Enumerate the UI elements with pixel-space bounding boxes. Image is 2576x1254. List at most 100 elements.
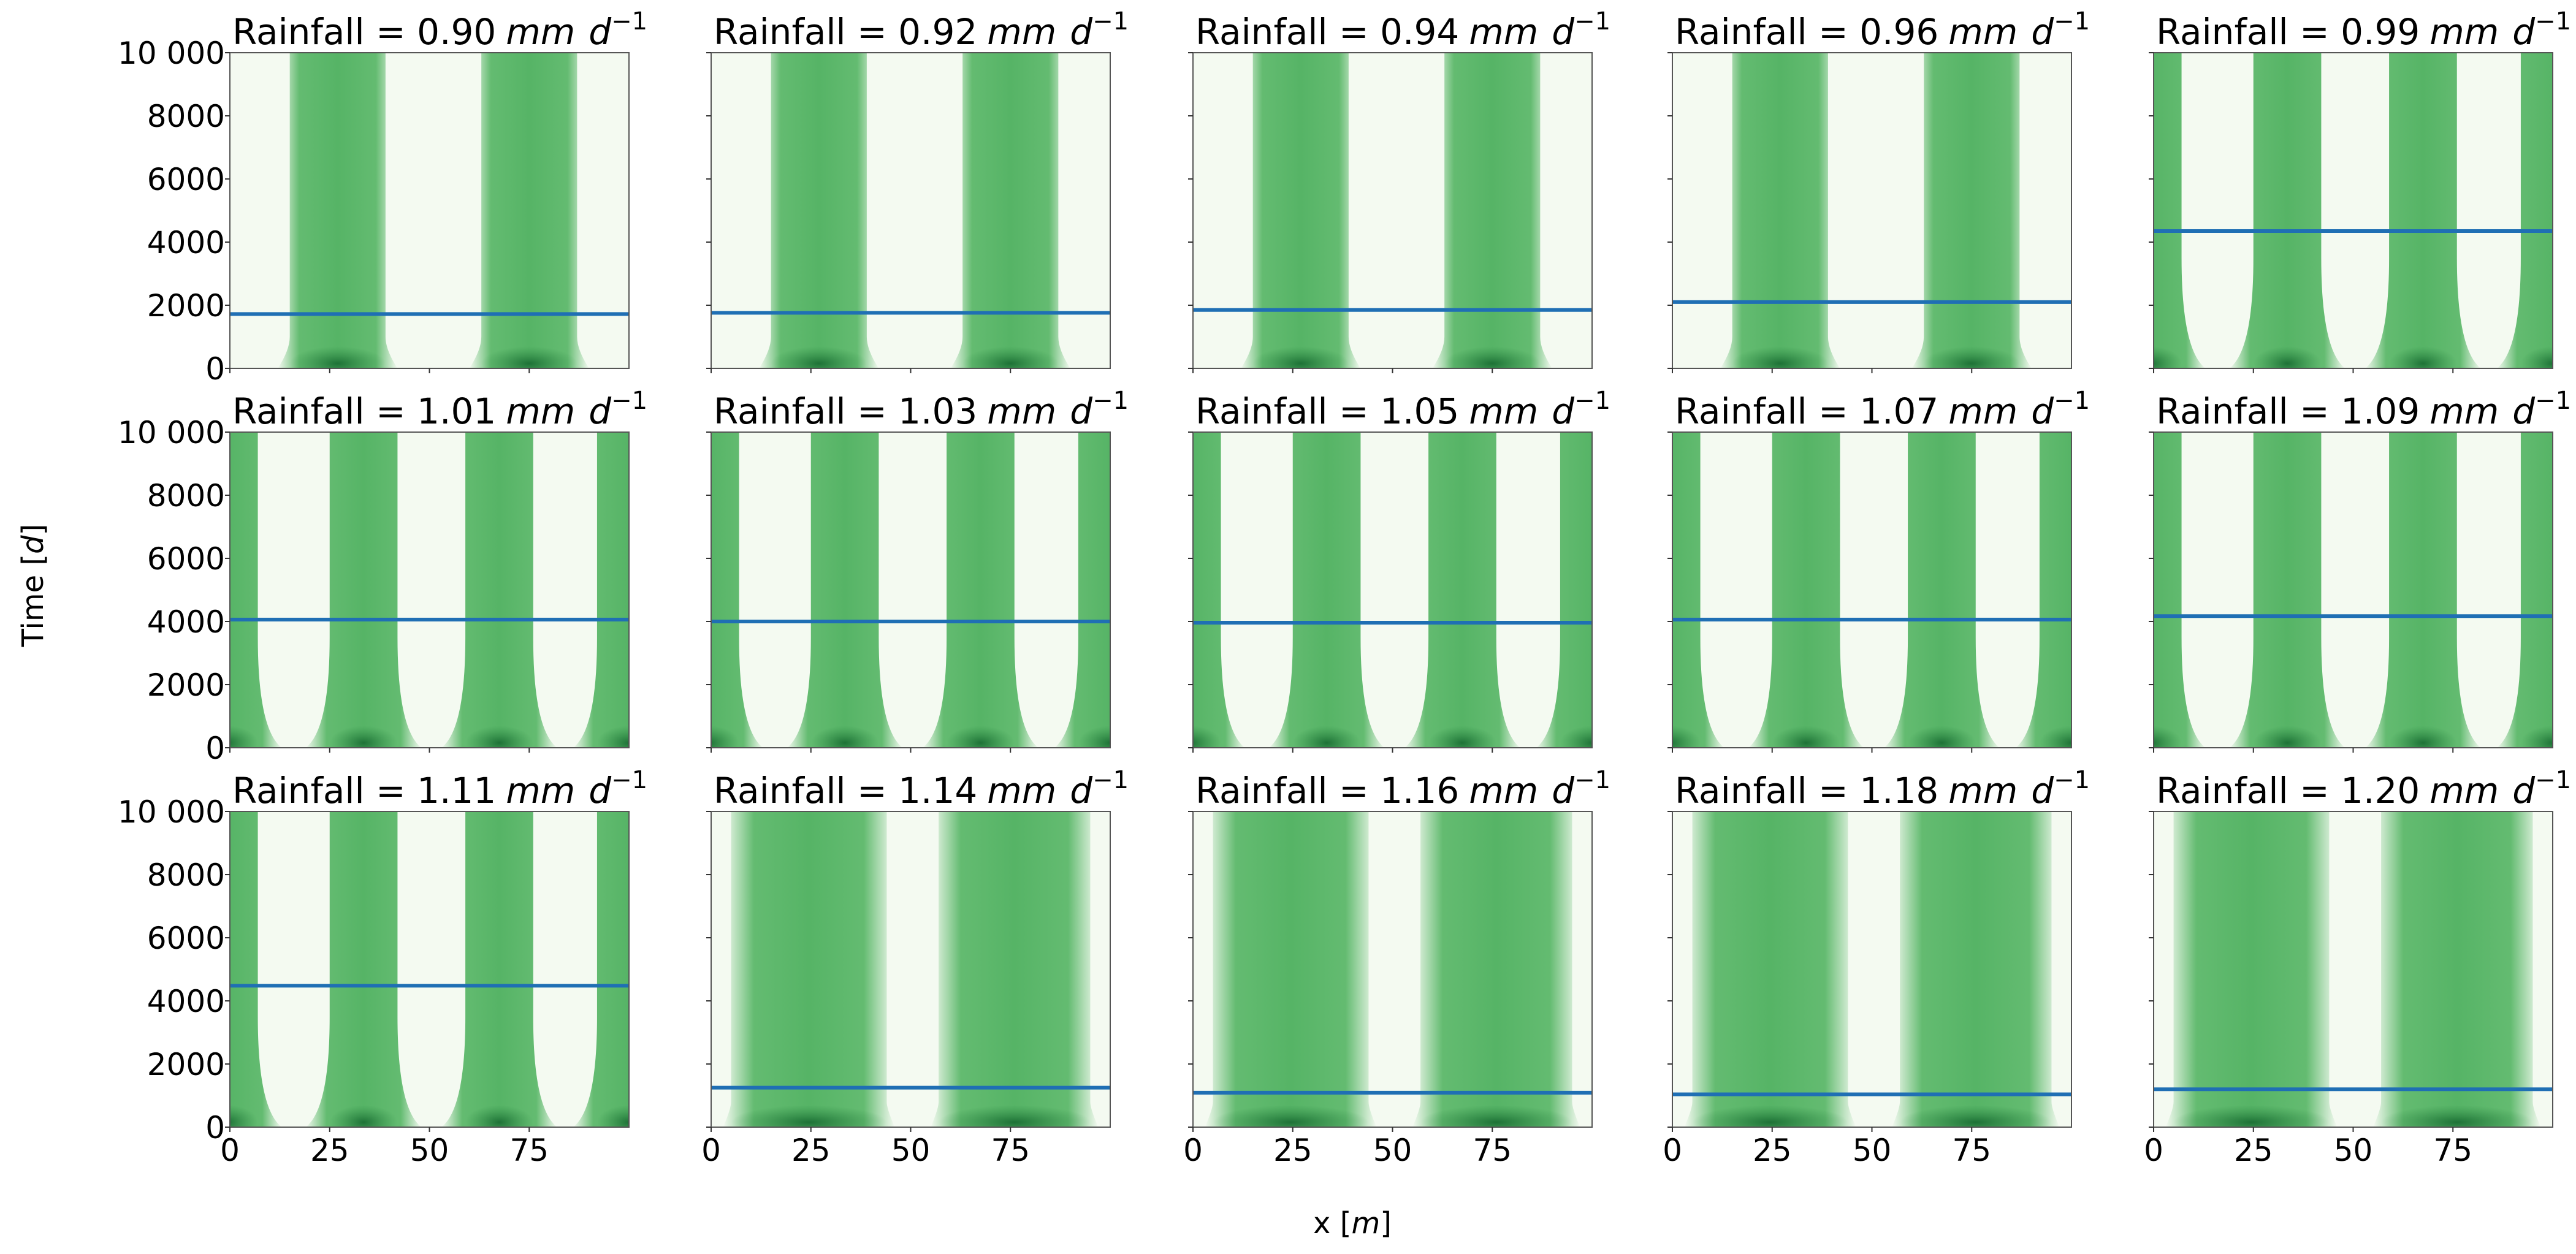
title-prefix: Rainfall =: [714, 390, 898, 432]
heatmap: [1193, 53, 1592, 368]
panel-title: Rainfall = 0.94 mm d−1: [1195, 7, 1610, 53]
rainfall-value: 1.07: [1859, 390, 1938, 432]
units-d: d: [1552, 11, 1575, 53]
rainfall-value: 1.20: [2341, 770, 2420, 811]
vegetation-band: [441, 432, 557, 748]
units-mm: mm: [2429, 390, 2499, 432]
units-d: d: [2512, 390, 2536, 432]
vegetation-band: [1241, 53, 1361, 368]
y-tick-label: 10 000: [118, 36, 225, 71]
vegetation-band: [1672, 432, 1724, 748]
x-tick-label: 25: [791, 1133, 831, 1168]
heatmap-background: [230, 432, 629, 748]
units-exponent: −1: [2054, 766, 2090, 794]
title-prefix: Rainfall =: [2156, 390, 2341, 432]
units-exponent: −1: [1092, 7, 1129, 36]
units-d: d: [1552, 770, 1575, 811]
vegetation-band: [923, 432, 1038, 748]
panel-1.11: 0 2000 4000 6000 8000 10 000 0 25 50 75 Rainfall =…: [118, 766, 647, 1168]
title-prefix: Rainfall =: [2156, 11, 2341, 53]
dense-patch: [1193, 726, 1221, 748]
vegetation-band: [1205, 811, 1377, 1127]
units-exponent: −1: [2535, 387, 2571, 415]
dense-patch: [1900, 1105, 2052, 1127]
title-prefix: Rainfall =: [1675, 390, 1859, 432]
units-mm: mm: [987, 770, 1056, 811]
title-prefix: Rainfall =: [1195, 11, 1380, 53]
heatmap-background: [1193, 432, 1592, 748]
vegetation-band: [230, 432, 282, 748]
units-d: d: [1070, 390, 1093, 432]
x-tick-label: 25: [1273, 1133, 1313, 1168]
dense-patch: [465, 726, 533, 748]
units-exponent: −1: [611, 387, 647, 415]
units-d: d: [1552, 390, 1575, 432]
vegetation-band: [1432, 53, 1552, 368]
dense-patch: [1908, 726, 1976, 748]
y-tick-label: 2000: [147, 667, 225, 703]
vegetation-band: [2229, 432, 2345, 748]
dense-patch: [1672, 726, 1701, 748]
vegetation-band: [950, 53, 1070, 368]
dense-patch: [1428, 726, 1496, 748]
heatmap-background: [2154, 432, 2553, 748]
heatmap: [1672, 53, 2071, 368]
title-prefix: Rainfall =: [2156, 770, 2341, 811]
vegetation-band: [278, 53, 398, 368]
x-tick-label: 0: [1663, 1133, 1682, 1168]
title-prefix: Rainfall =: [714, 770, 898, 811]
vegetation-band: [1268, 432, 1385, 748]
rainfall-value: 0.92: [898, 11, 977, 53]
units-mm: mm: [1948, 390, 2018, 432]
panel-title: Rainfall = 1.07 mm d−1: [1675, 387, 2090, 432]
heatmap-background: [1672, 432, 2071, 748]
units-mm: mm: [1469, 770, 1538, 811]
y-tick-label: 8000: [147, 478, 225, 514]
x-tick-label: 0: [2144, 1133, 2163, 1168]
x-tick-label: 25: [310, 1133, 349, 1168]
heatmap: [230, 432, 629, 748]
heatmap: [1193, 811, 1592, 1127]
panel-title: Rainfall = 0.90 mm d−1: [232, 7, 647, 53]
y-tick-label: 4000: [147, 984, 225, 1019]
heatmap: [1672, 811, 2071, 1127]
dense-patch: [329, 1105, 398, 1127]
dense-patch: [230, 726, 258, 748]
heatmap-background: [711, 432, 1110, 748]
y-tick-label: 6000: [147, 541, 225, 577]
dense-patch: [771, 346, 867, 368]
title-prefix: Rainfall =: [1195, 390, 1380, 432]
panel-0.94: Rainfall = 0.94 mm d−1: [1188, 7, 1610, 373]
y-tick-label: 8000: [147, 857, 225, 893]
dense-patch: [1732, 346, 1828, 368]
units-mm: mm: [2429, 11, 2499, 53]
vegetation-band: [787, 432, 903, 748]
vegetation-band: [2229, 53, 2345, 368]
dense-patch: [481, 346, 577, 368]
dense-patch: [731, 1105, 887, 1127]
dense-patch: [2389, 346, 2457, 368]
vegetation-band: [230, 811, 282, 1127]
rainfall-value: 1.14: [898, 770, 977, 811]
dense-patch: [1420, 1105, 1572, 1127]
heatmap: [711, 811, 1110, 1127]
y-tick-label: 6000: [147, 921, 225, 956]
y-tick-label: 10 000: [118, 794, 225, 830]
dense-patch: [2039, 726, 2071, 748]
heatmap: [1672, 432, 2071, 748]
rainfall-value: 1.16: [1380, 770, 1459, 811]
panel-title: Rainfall = 1.16 mm d−1: [1195, 766, 1610, 811]
dense-patch: [1252, 346, 1349, 368]
panel-0.92: Rainfall = 0.92 mm d−1: [706, 7, 1129, 373]
vegetation-band: [2154, 432, 2206, 748]
panel-title: Rainfall = 1.18 mm d−1: [1675, 766, 2090, 811]
units-exponent: −1: [1574, 766, 1610, 794]
heatmap: [2154, 811, 2553, 1127]
vegetation-band: [1412, 811, 1580, 1127]
panel-1.05: Rainfall = 1.05 mm d−1: [1188, 387, 1610, 753]
dense-patch: [2253, 346, 2322, 368]
y-axis-label: Time [d]: [16, 524, 50, 648]
rainfall-value: 1.01: [417, 390, 496, 432]
title-prefix: Rainfall =: [714, 11, 898, 53]
y-tick-label: 6000: [147, 162, 225, 197]
